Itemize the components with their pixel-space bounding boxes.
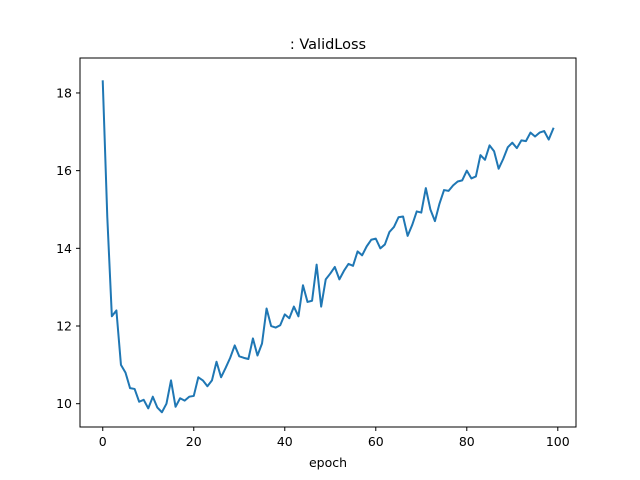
x-tick-label: 20 — [186, 434, 202, 449]
plot-frame — [79, 57, 577, 428]
y-tick-label: 10 — [56, 396, 72, 411]
x-tick-label: 40 — [277, 434, 293, 449]
x-tick-label: 0 — [99, 434, 107, 449]
y-tick-label: 18 — [56, 85, 72, 100]
x-tick-label: 100 — [546, 434, 570, 449]
x-axis-label: epoch — [309, 455, 347, 470]
x-tick-label: 60 — [368, 434, 384, 449]
series-line-0 — [101, 80, 555, 414]
x-axis: 0 20 40 60 80 100 — [99, 427, 570, 449]
y-axis: 10 12 14 16 18 — [56, 85, 80, 411]
x-tick-label: 80 — [459, 434, 475, 449]
plot-area — [101, 80, 555, 414]
y-tick-label: 16 — [56, 163, 72, 178]
y-tick-label: 12 — [56, 319, 72, 334]
chart-title: : ValidLoss — [290, 37, 366, 53]
y-tick-label: 14 — [56, 241, 72, 256]
